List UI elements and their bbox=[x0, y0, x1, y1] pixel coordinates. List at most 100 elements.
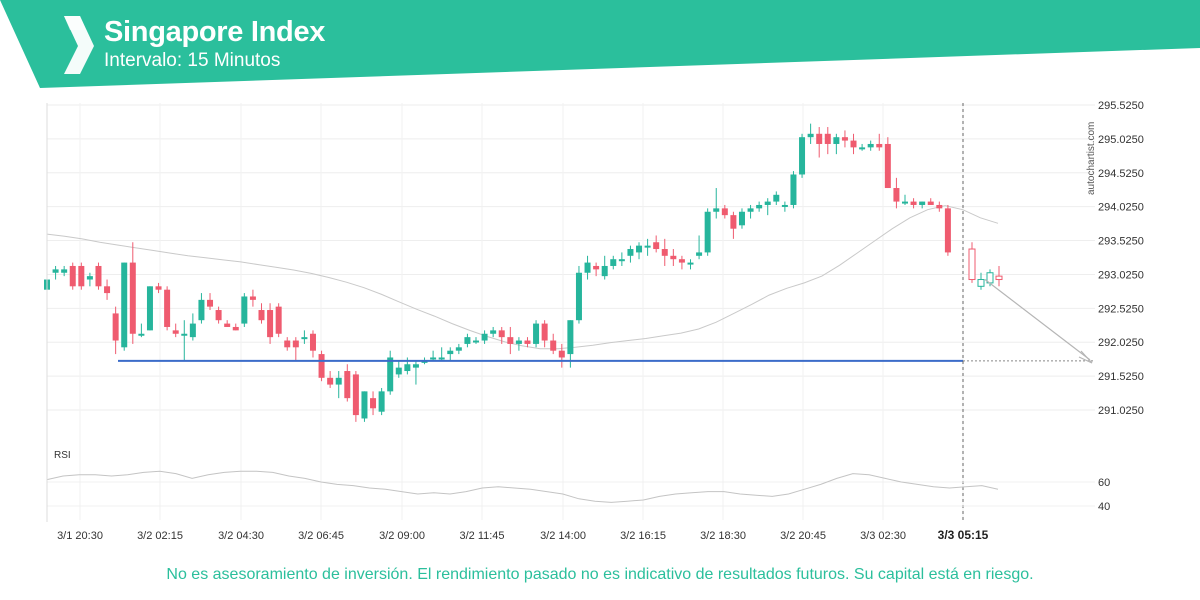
candle-body bbox=[799, 137, 806, 175]
candle-body bbox=[189, 323, 196, 338]
candle-body bbox=[936, 204, 943, 209]
chart-title: Singapore Index bbox=[104, 16, 326, 48]
candle-body bbox=[781, 204, 788, 207]
candle-body bbox=[919, 201, 926, 205]
candle-body bbox=[678, 259, 685, 263]
candle-body bbox=[696, 252, 703, 256]
candle-body bbox=[447, 350, 454, 355]
time-tick-label: 3/3 02:30 bbox=[860, 530, 906, 542]
candle-body bbox=[61, 269, 68, 273]
candle-body bbox=[352, 374, 359, 416]
candle-body bbox=[86, 276, 93, 280]
candle-body bbox=[610, 259, 617, 266]
candle-body bbox=[567, 320, 574, 355]
candle-body bbox=[515, 340, 522, 344]
candle-body bbox=[181, 333, 188, 336]
candle-body bbox=[138, 333, 145, 336]
time-tick-label: 3/2 20:45 bbox=[780, 530, 826, 542]
candle-body bbox=[198, 299, 205, 321]
candle-body bbox=[944, 208, 951, 253]
time-tick-label: 3/2 11:45 bbox=[459, 530, 504, 542]
chart-annotations bbox=[118, 103, 1095, 520]
candle-body bbox=[498, 330, 505, 338]
candle-body bbox=[713, 208, 720, 212]
forecast-candle-body bbox=[977, 279, 985, 287]
candle-body bbox=[902, 201, 908, 204]
moving-average bbox=[46, 205, 999, 350]
candle-body bbox=[790, 174, 797, 205]
time-tick-label: 3/2 06:45 bbox=[298, 530, 344, 542]
candle-body bbox=[430, 357, 437, 360]
candle-body bbox=[267, 310, 274, 338]
time-tick-label: 3/2 09:00 bbox=[379, 530, 425, 542]
candle-body bbox=[653, 242, 660, 250]
candle-body bbox=[275, 306, 282, 334]
candle-body bbox=[575, 272, 582, 321]
candle-body bbox=[670, 255, 677, 260]
candle-body bbox=[146, 286, 153, 331]
price-axis: 295.5250 295.0250 294.5250 294.0250 293.5250… bbox=[1098, 100, 1144, 417]
candle-body bbox=[438, 357, 445, 360]
candle-body bbox=[327, 377, 334, 385]
candle-body bbox=[524, 340, 531, 344]
candle-body bbox=[584, 262, 591, 273]
price-tick-label: 291.5250 bbox=[1098, 371, 1144, 383]
candle-body bbox=[730, 215, 737, 229]
rsi-tick-label: 40 bbox=[1098, 501, 1110, 513]
time-tick-label: 3/2 16:15 bbox=[620, 530, 666, 542]
candle-body bbox=[224, 323, 231, 327]
candle-body bbox=[558, 350, 565, 358]
candle-body bbox=[490, 330, 497, 334]
candle-body bbox=[816, 133, 823, 144]
time-tick-label: 3/2 18:30 bbox=[700, 530, 746, 542]
candle-body bbox=[661, 249, 668, 256]
candle-body bbox=[738, 211, 745, 226]
chart-grid bbox=[47, 103, 1095, 520]
candle-body bbox=[636, 245, 643, 253]
candle-body bbox=[52, 269, 59, 273]
price-tick-label: 295.0250 bbox=[1098, 134, 1144, 146]
rsi-tick-label: 60 bbox=[1098, 477, 1110, 489]
candle-body bbox=[241, 296, 248, 324]
candle-body bbox=[876, 143, 883, 148]
projection-arrow-line bbox=[984, 279, 1091, 361]
watermark-text: autochartist.com bbox=[1086, 122, 1097, 195]
candle-body bbox=[533, 323, 540, 344]
candle-body bbox=[841, 137, 848, 141]
price-tick-label: 292.5250 bbox=[1098, 303, 1144, 315]
candle-body bbox=[387, 357, 394, 392]
candle-body bbox=[249, 296, 256, 300]
candle-body bbox=[258, 310, 265, 321]
price-chart: 295.5250 295.0250 294.5250 294.0250 293.5250… bbox=[44, 100, 1144, 542]
candle-body bbox=[464, 337, 471, 344]
candle-body bbox=[301, 337, 308, 340]
candle-body bbox=[95, 265, 102, 287]
disclaimer-text: No es asesoramiento de inversión. El ren… bbox=[166, 566, 1034, 583]
candle-body bbox=[644, 245, 651, 248]
candle-body bbox=[473, 340, 479, 343]
price-tick-label: 293.5250 bbox=[1098, 236, 1144, 248]
candle-body bbox=[370, 398, 377, 409]
time-tick-label: 3/2 02:15 bbox=[137, 530, 183, 542]
time-tick-label: 3/2 14:00 bbox=[540, 530, 586, 542]
price-tick-label: 295.5250 bbox=[1098, 100, 1144, 112]
rsi-label: RSI bbox=[54, 450, 71, 461]
candle-body bbox=[207, 299, 214, 307]
price-tick-label: 292.0250 bbox=[1098, 337, 1144, 349]
header-banner bbox=[0, 0, 1200, 88]
candle-body bbox=[884, 143, 891, 189]
forecast-candle-body bbox=[968, 248, 976, 281]
candle-body bbox=[155, 286, 162, 290]
candlestick-series bbox=[44, 123, 951, 422]
candle-body bbox=[121, 262, 128, 348]
chart-subtitle: Intervalo: 15 Minutos bbox=[104, 50, 281, 71]
candle-body bbox=[412, 364, 419, 368]
candle-body bbox=[833, 137, 840, 144]
projection-arrow-head bbox=[1078, 350, 1093, 364]
candle-body bbox=[618, 259, 625, 262]
candle-body bbox=[361, 391, 368, 419]
candle-body bbox=[764, 201, 771, 205]
candle-body bbox=[172, 330, 179, 334]
price-tick-label: 294.5250 bbox=[1098, 168, 1144, 180]
candle-body bbox=[378, 391, 385, 412]
